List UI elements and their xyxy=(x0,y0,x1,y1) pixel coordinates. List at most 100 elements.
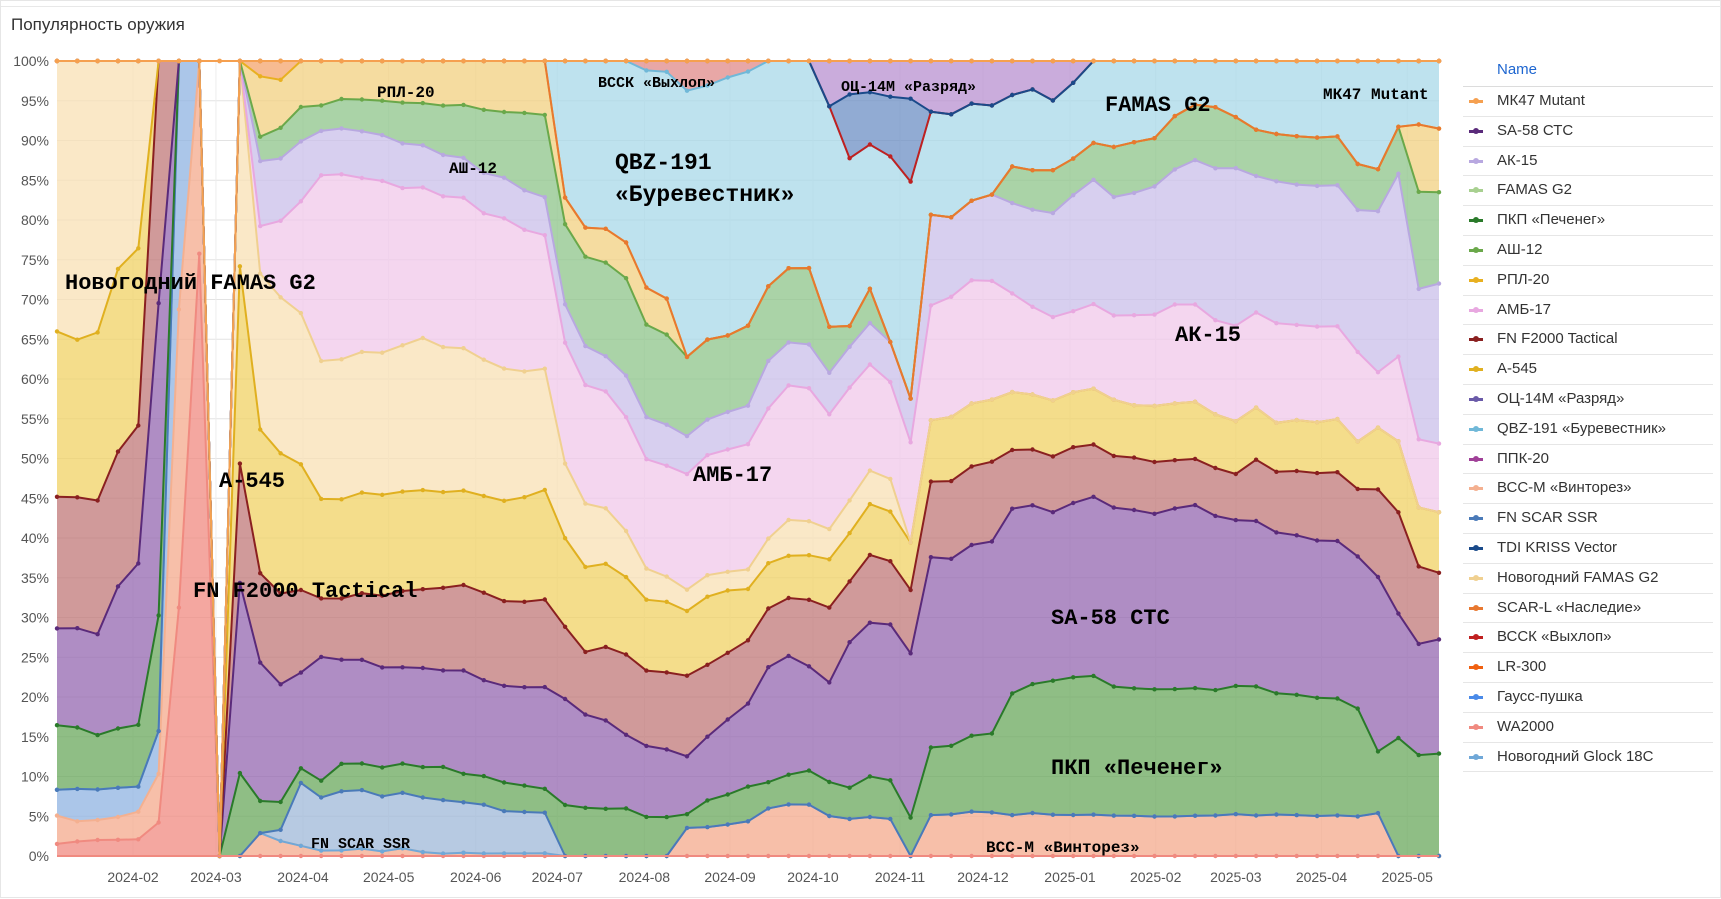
data-point xyxy=(501,598,507,604)
data-point xyxy=(1192,399,1198,404)
data-point xyxy=(461,800,466,805)
legend-item[interactable]: АШ-12 xyxy=(1463,236,1713,266)
data-point xyxy=(888,476,893,482)
legend-swatch xyxy=(1469,306,1483,313)
data-point xyxy=(1335,813,1340,818)
legend-item[interactable]: FN F2000 Tactical xyxy=(1463,325,1713,356)
legend-item[interactable]: WA2000 xyxy=(1463,713,1713,743)
legend-item[interactable]: АМБ-17 xyxy=(1463,296,1713,326)
data-point xyxy=(542,366,547,371)
legend-swatch xyxy=(1469,753,1483,760)
data-point xyxy=(1030,304,1035,309)
data-point xyxy=(1253,58,1259,64)
data-point xyxy=(319,778,324,783)
data-point xyxy=(1274,812,1279,817)
data-point xyxy=(1253,518,1259,524)
data-point xyxy=(75,725,80,730)
data-point xyxy=(1071,675,1076,680)
legend-item[interactable]: ОЦ-14М «Разряд» xyxy=(1463,385,1713,415)
legend-item[interactable]: Новогодний Glock 18C xyxy=(1463,743,1713,773)
data-point xyxy=(664,670,669,675)
data-point xyxy=(1071,445,1076,450)
legend-item[interactable]: LR-300 xyxy=(1463,653,1713,683)
data-point xyxy=(400,588,405,594)
data-point xyxy=(501,109,507,115)
legend-item[interactable]: ВССК «Выхлоп» xyxy=(1463,623,1713,654)
legend-item[interactable]: ППК-20 xyxy=(1463,445,1713,475)
data-point xyxy=(989,278,995,284)
legend-item[interactable]: АК-15 xyxy=(1463,147,1713,177)
data-point xyxy=(1009,58,1015,64)
data-point xyxy=(339,96,344,102)
legend-swatch xyxy=(1469,515,1483,522)
legend-item[interactable]: МК47 Mutant xyxy=(1463,87,1713,117)
data-point xyxy=(298,58,304,64)
data-point xyxy=(908,396,913,401)
legend-item[interactable]: ПКП «Печенег» xyxy=(1463,206,1713,236)
data-point xyxy=(420,100,425,106)
x-tick-label: 2025-02 xyxy=(1130,869,1182,885)
data-point xyxy=(623,373,629,378)
y-tick-label: 60% xyxy=(21,371,49,387)
y-tick-label: 0% xyxy=(29,848,49,864)
legend-label: FN F2000 Tactical xyxy=(1497,330,1618,348)
data-point xyxy=(949,556,954,561)
data-point xyxy=(1050,454,1056,459)
y-tick-label: 85% xyxy=(21,172,49,188)
legend-item[interactable]: А-545 xyxy=(1463,355,1713,385)
data-point xyxy=(583,343,588,349)
legend-item[interactable]: Новогодний FAMAS G2 xyxy=(1463,564,1713,594)
legend-item[interactable]: ВСС-М «Винторез» xyxy=(1463,474,1713,505)
data-point xyxy=(684,88,690,93)
data-point xyxy=(664,599,669,604)
legend-item[interactable]: QBZ-191 «Буревестник» xyxy=(1463,415,1713,445)
legend-item[interactable]: TDI KRISS Vector xyxy=(1463,534,1713,564)
legend-swatch xyxy=(1469,98,1483,104)
data-point xyxy=(1010,447,1015,453)
data-point xyxy=(1233,323,1239,328)
data-point xyxy=(1355,706,1360,711)
legend-item[interactable]: SA-58 СТС xyxy=(1463,117,1713,147)
data-point xyxy=(1416,189,1421,194)
data-point xyxy=(339,357,344,362)
data-point xyxy=(766,806,771,811)
legend-swatch xyxy=(1469,604,1483,611)
data-point xyxy=(644,566,649,571)
data-point xyxy=(75,839,80,844)
data-point xyxy=(1071,156,1076,161)
data-point xyxy=(603,644,608,650)
legend-label: ПКП «Печенег» xyxy=(1497,211,1606,229)
data-point xyxy=(400,665,405,670)
data-point xyxy=(461,102,466,108)
area-10 xyxy=(57,61,1439,856)
data-point xyxy=(542,684,547,690)
data-point xyxy=(562,222,568,227)
legend-header[interactable]: Name xyxy=(1463,58,1713,87)
data-point xyxy=(908,440,913,445)
legend-swatch xyxy=(1469,187,1483,194)
data-point xyxy=(583,564,588,570)
legend-item[interactable]: FAMAS G2 xyxy=(1463,176,1713,207)
data-point xyxy=(867,620,873,625)
data-point xyxy=(827,680,832,685)
data-point xyxy=(1375,487,1381,492)
legend-item[interactable]: РПЛ-20 xyxy=(1463,266,1713,296)
legend-item[interactable]: FN SCAR SSR xyxy=(1463,504,1713,534)
data-point xyxy=(380,765,385,770)
legend-item[interactable]: SCAR-L «Наследие» xyxy=(1463,594,1713,624)
data-point xyxy=(522,685,527,690)
data-point xyxy=(867,501,873,507)
data-point xyxy=(522,809,527,815)
data-point xyxy=(1375,58,1381,64)
data-point xyxy=(481,773,486,779)
x-tick-label: 2025-01 xyxy=(1044,869,1096,885)
data-point xyxy=(542,786,547,791)
area-4 xyxy=(57,61,1439,856)
legend-item[interactable]: Гаусс-пушка xyxy=(1463,683,1713,713)
data-point xyxy=(1355,486,1360,492)
data-point xyxy=(684,608,690,614)
data-point xyxy=(54,626,60,631)
data-point xyxy=(1274,530,1279,535)
data-point xyxy=(136,837,141,842)
